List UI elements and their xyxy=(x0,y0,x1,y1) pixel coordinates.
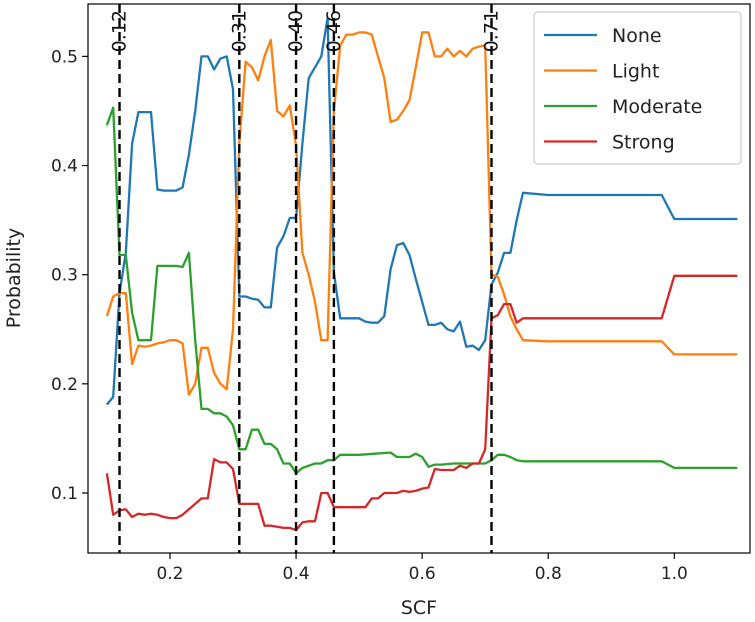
legend-label-strong: Strong xyxy=(612,132,675,154)
threshold-layer: 0.12 0.31 0.40 0.46 0.71 xyxy=(109,4,503,553)
x-tick-label: 0.4 xyxy=(283,564,310,584)
threshold-label-0.31: 0.31 xyxy=(228,10,250,52)
threshold-label-0.71: 0.71 xyxy=(481,10,503,52)
y-tick-label: 0.4 xyxy=(51,157,78,177)
threshold-label-0.12: 0.12 xyxy=(109,10,131,52)
y-tick-label: 0.3 xyxy=(51,266,78,286)
threshold-label-0.46: 0.46 xyxy=(323,10,345,52)
x-tick-label: 0.2 xyxy=(156,564,183,584)
x-tick-label: 0.6 xyxy=(409,564,436,584)
legend: None Light Moderate Strong xyxy=(533,11,742,165)
legend-label-moderate: Moderate xyxy=(612,96,702,118)
y-tick-label: 0.2 xyxy=(51,375,78,395)
legend-box xyxy=(533,11,742,165)
y-tick-label: 0.5 xyxy=(51,47,78,67)
x-tick-label: 0.8 xyxy=(535,564,562,584)
legend-label-light: Light xyxy=(612,61,659,83)
series-line-strong xyxy=(105,274,738,532)
x-tick-label: 1.0 xyxy=(661,564,688,584)
threshold-label-0.40: 0.40 xyxy=(285,10,307,52)
series-line-light xyxy=(105,31,738,396)
y-tick-label: 0.1 xyxy=(51,484,78,504)
x-axis-label: SCF xyxy=(401,597,437,619)
tick-layer: 0.2 0.4 0.6 0.8 1.0 0.1 0.2 0.3 0.4 0.5 xyxy=(51,47,688,584)
y-axis-label: Probability xyxy=(3,228,25,328)
plot-frame xyxy=(87,3,751,554)
legend-label-none: None xyxy=(612,25,662,47)
series-line-none xyxy=(106,17,738,406)
